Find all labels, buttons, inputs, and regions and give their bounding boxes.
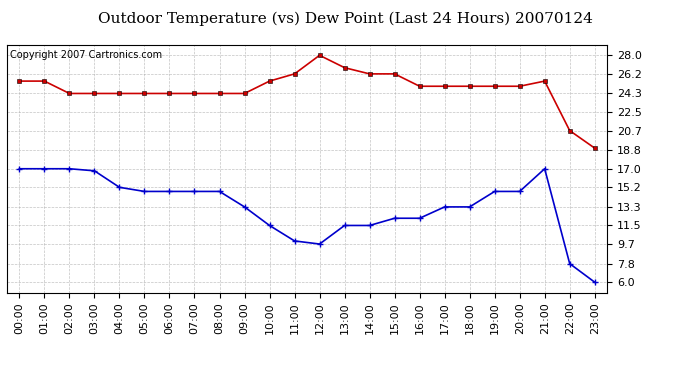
Text: Copyright 2007 Cartronics.com: Copyright 2007 Cartronics.com bbox=[10, 50, 162, 60]
Text: Outdoor Temperature (vs) Dew Point (Last 24 Hours) 20070124: Outdoor Temperature (vs) Dew Point (Last… bbox=[97, 11, 593, 26]
